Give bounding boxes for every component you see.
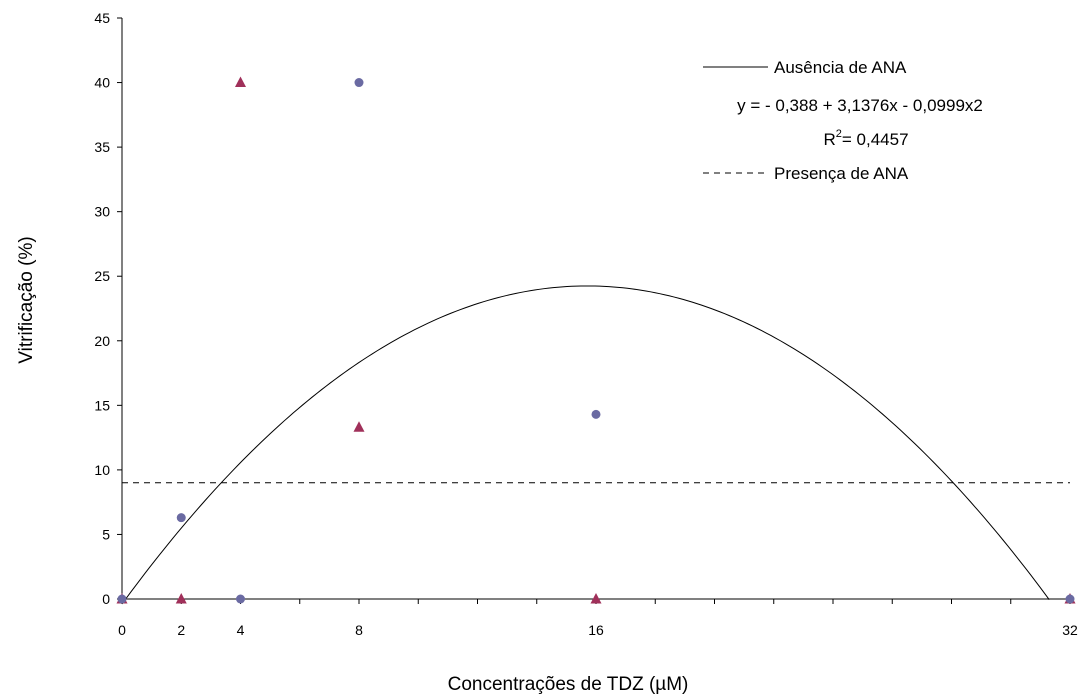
r-squared: R2= 0,4457 xyxy=(823,128,908,149)
y-tick-label: 0 xyxy=(102,591,110,607)
point-ausencia xyxy=(117,594,127,604)
point-presenca xyxy=(590,593,602,604)
y-tick-label: 30 xyxy=(94,204,110,220)
y-tick-label: 45 xyxy=(94,10,110,26)
x-tick-label: 32 xyxy=(1062,622,1078,638)
y-tick-label: 10 xyxy=(94,462,110,478)
point-ausencia xyxy=(1065,594,1075,604)
trendlines xyxy=(121,285,1070,605)
y-axis-ticks: 0 5 10 15 20 25 30 35 40 45 xyxy=(94,10,122,607)
x-tick-label: 0 xyxy=(118,622,126,638)
point-presenca xyxy=(353,421,365,432)
r-squared-exponent: 2 xyxy=(836,128,842,140)
y-tick-label: 5 xyxy=(102,526,110,542)
trendline-ausencia xyxy=(121,285,1050,605)
point-ausencia xyxy=(354,78,364,88)
point-ausencia xyxy=(176,513,186,523)
y-axis-title: Vitrificação (%) xyxy=(16,236,37,363)
y-tick-label: 15 xyxy=(94,397,110,413)
point-ausencia xyxy=(236,594,245,604)
point-presenca xyxy=(175,593,187,604)
y-tick-label: 35 xyxy=(94,139,110,155)
legend: Ausência de ANA y = - 0,388 + 3,1376x - … xyxy=(703,58,983,183)
legend-label-ausencia: Ausência de ANA xyxy=(774,58,907,77)
point-ausencia xyxy=(591,409,601,419)
y-tick-label: 25 xyxy=(94,268,110,284)
x-tick-label: 2 xyxy=(177,622,185,638)
r-squared-symbol: R xyxy=(823,130,835,149)
point-presenca xyxy=(235,76,246,88)
x-axis-title: Concentrações de TDZ (µM) xyxy=(448,674,689,695)
data-points xyxy=(116,76,1076,604)
legend-label-presenca: Presença de ANA xyxy=(774,164,909,183)
regression-equation: y = - 0,388 + 3,1376x - 0,0999x2 xyxy=(737,96,983,115)
y-tick-label: 40 xyxy=(94,75,110,91)
x-tick-label: 16 xyxy=(588,622,604,638)
x-axis-ticks: 0 2 4 8 16 32 xyxy=(118,599,1078,638)
r-squared-value: = 0,4457 xyxy=(842,130,909,149)
x-tick-label: 8 xyxy=(355,622,363,638)
x-tick-label: 4 xyxy=(237,622,245,638)
y-tick-label: 20 xyxy=(94,333,110,349)
